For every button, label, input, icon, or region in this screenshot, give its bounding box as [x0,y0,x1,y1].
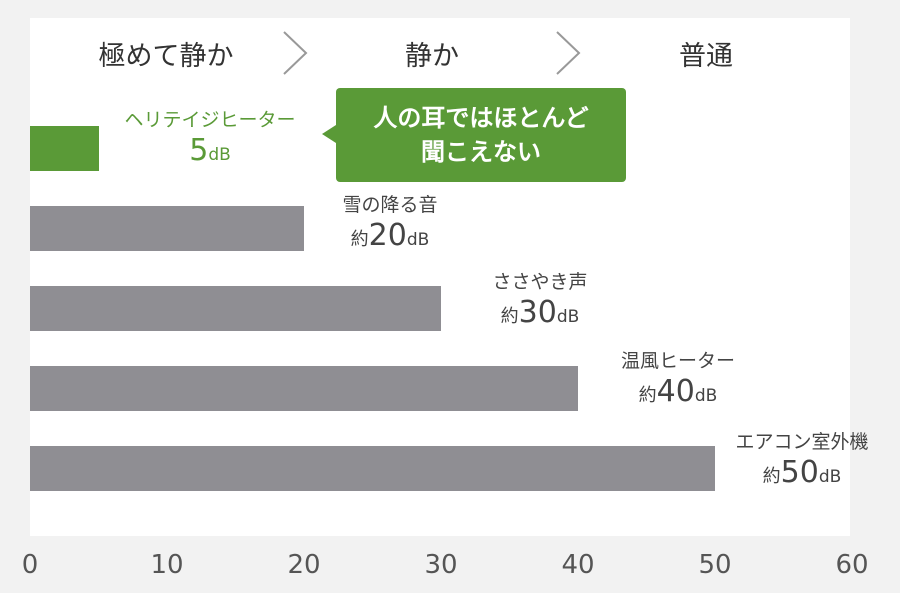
bar-value-label: 約30dB [440,296,640,334]
bar-label: エアコン室外機約50dB [702,430,900,494]
band-label-quiet: 静か [405,41,459,72]
x-tick-label: 20 [287,550,321,580]
value-number: 40 [656,374,695,409]
x-tick-label: 50 [698,550,732,580]
bar [30,286,441,331]
value-unit: dB [406,230,430,250]
value-unit: dB [556,307,580,327]
bar-label: 雪の降る音約20dB [290,193,490,257]
bar [30,446,715,491]
value-prefix: 約 [500,306,519,327]
value-prefix: 約 [638,385,657,406]
bar-label: ささやき声約30dB [440,270,640,334]
value-prefix: 約 [350,229,369,250]
bar [30,366,578,411]
value-number: 30 [518,295,557,330]
band-label-very-quiet: 極めて静か [98,41,234,72]
callout-line-1: 人の耳ではほとんど [373,104,589,132]
bar-value-label: 約40dB [578,375,778,413]
x-tick-label: 40 [561,550,595,580]
bar [30,206,304,251]
bar-category-label: 雪の降る音 [342,194,438,216]
value-number: 5 [189,133,209,168]
bar-label: ヘリテイジヒーター 5dB [110,108,310,172]
callout-line-2: 聞こえない [421,138,541,166]
value-prefix: 約 [762,466,781,487]
bar-category-label: ささやき声 [492,271,588,293]
bar-value-label: 約20dB [290,219,490,257]
x-tick-label: 30 [424,550,458,580]
bar [30,126,99,171]
x-tick-label: 10 [150,550,184,580]
bar-value-label: 5dB [110,134,310,172]
band-label-normal: 普通 [679,41,733,72]
x-tick-label: 0 [21,550,39,580]
chevron-right-icon [556,31,581,75]
chevron-right-icon [283,31,308,75]
value-unit: dB [818,467,842,487]
bar-category-label: エアコン室外機 [735,431,869,453]
bar-category-label: 温風ヒーター [620,350,735,372]
value-number: 50 [780,455,819,490]
bar-category-label: ヘリテイジヒーター [124,109,296,131]
bar-value-label: 約50dB [702,456,900,494]
value-unit: dB [208,145,231,165]
value-unit: dB [694,386,718,406]
x-tick-label: 60 [835,550,869,580]
callout-pointer [322,125,336,143]
bar-label: 温風ヒーター約40dB [578,349,778,413]
value-number: 20 [368,218,407,253]
callout-box: 人の耳ではほとんど 聞こえない [336,88,626,182]
